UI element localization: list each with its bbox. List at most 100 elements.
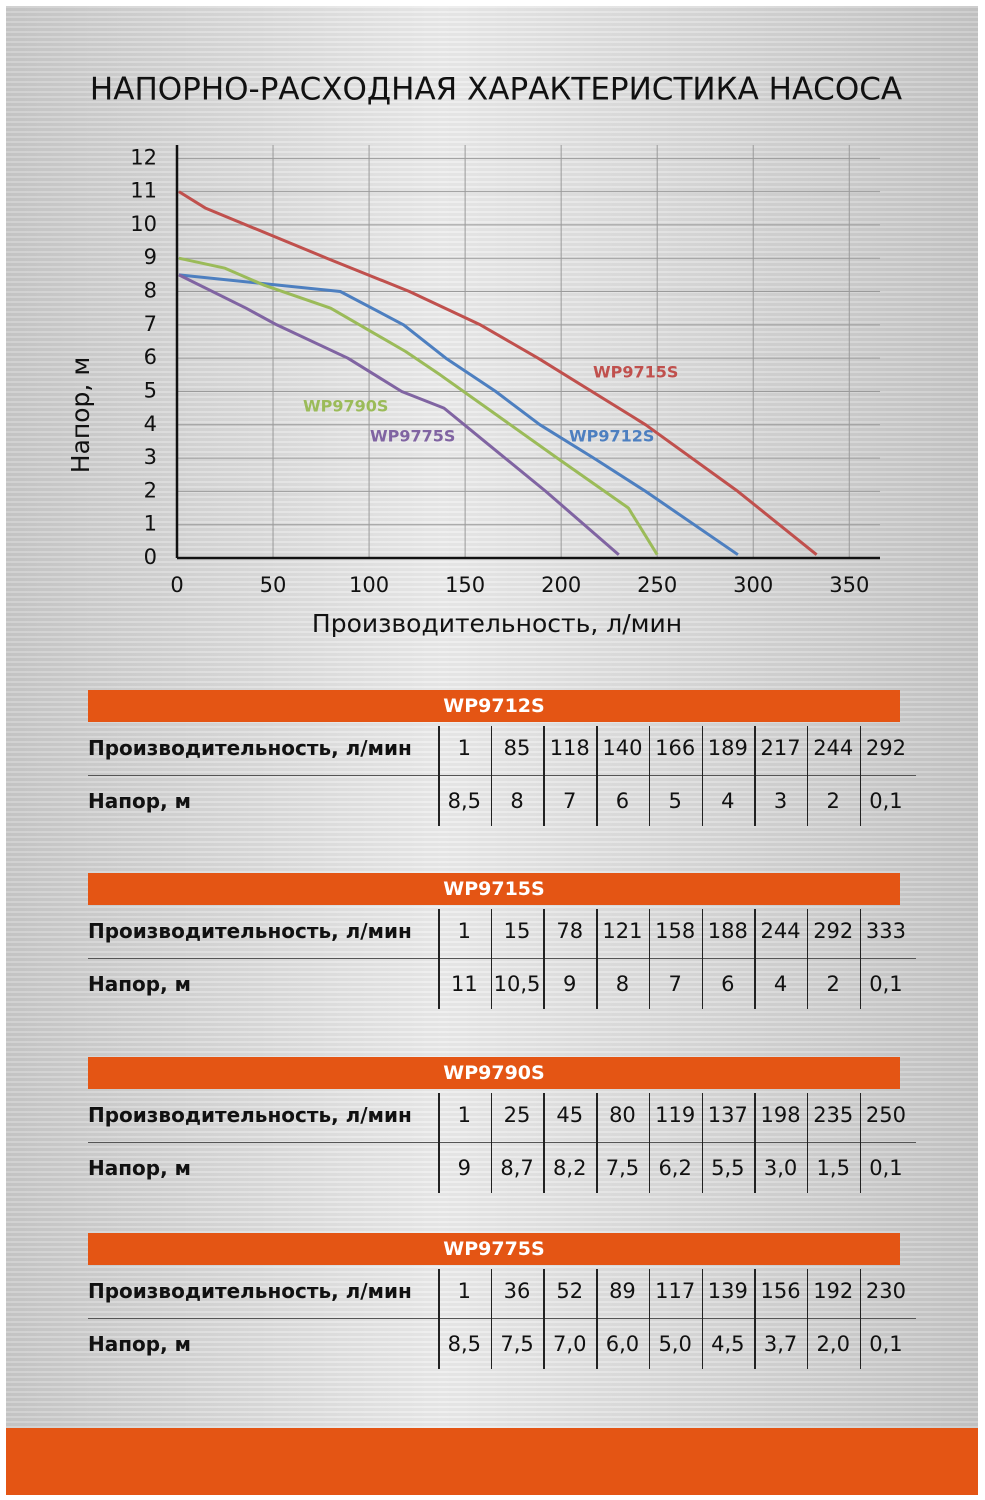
column-separator (438, 1269, 440, 1369)
series-label: WP9790S (303, 397, 388, 416)
row-label: Производительность, л/мин (88, 919, 412, 943)
table-cell: 8,7 (500, 1156, 534, 1180)
table-cell: 3,0 (763, 1156, 798, 1180)
column-separator (543, 909, 545, 1009)
table-cell: 36 (503, 1279, 531, 1303)
table-cell: 189 (707, 736, 748, 760)
x-tick-label: 150 (445, 573, 485, 597)
table-cell: 4 (773, 972, 788, 996)
x-tick-label: 0 (170, 573, 183, 597)
y-tick-label: 9 (144, 245, 157, 269)
y-tick-label: 4 (144, 412, 157, 436)
series-line (178, 273, 739, 556)
y-tick-label: 8 (144, 279, 157, 303)
column-separator (490, 1093, 493, 1193)
column-separator (701, 1093, 703, 1193)
table-cell: 166 (655, 736, 696, 760)
table-cell: 7,0 (553, 1332, 587, 1356)
table-cell: 9 (457, 1156, 472, 1180)
table-cell: 292 (813, 919, 854, 943)
column-separator (438, 726, 440, 826)
column-separator (596, 1269, 598, 1369)
column-separator (490, 726, 493, 826)
y-tick-label: 5 (144, 378, 157, 402)
column-separator (543, 1093, 545, 1193)
row-label: Напор, м (88, 789, 192, 813)
column-separator (859, 1269, 862, 1369)
series-line (178, 273, 620, 556)
table-cell: 7 (668, 972, 682, 996)
table-cell: 89 (609, 1279, 636, 1303)
column-separator (543, 726, 545, 826)
table-cell: 78 (556, 919, 584, 943)
x-tick-label: 300 (733, 573, 773, 597)
table-cell: 0,1 (869, 1332, 903, 1356)
table-cell: 45 (556, 1103, 584, 1127)
table-cell: 4,5 (711, 1332, 745, 1356)
table-cell: 292 (865, 736, 906, 760)
x-tick-label: 350 (829, 573, 869, 597)
table-cell: 235 (813, 1103, 854, 1127)
table-cell: 2,0 (816, 1332, 850, 1356)
table-cell: 52 (556, 1279, 584, 1303)
column-separator (543, 1269, 545, 1369)
table-cell: 6 (721, 972, 735, 996)
table-cell: 1 (457, 1279, 472, 1303)
column-separator (754, 726, 756, 826)
table-cell: 1 (457, 919, 472, 943)
page: НАПОРНО-РАСХОДНАЯ ХАРАКТЕРИСТИКА НАСОСА … (6, 6, 978, 1495)
column-separator (806, 1093, 809, 1193)
table-cell: 139 (707, 1279, 748, 1303)
column-separator (701, 726, 703, 826)
x-tick-label: 250 (637, 573, 677, 597)
column-separator (859, 909, 862, 1009)
table-cell: 3,7 (763, 1332, 798, 1356)
table-cell: 250 (865, 1103, 906, 1127)
table-cell: 3 (773, 789, 788, 813)
series-label: WP9715S (593, 363, 678, 382)
table-cell: 0,1 (869, 789, 903, 813)
table-cell: 7 (563, 789, 577, 813)
series-line (178, 190, 818, 556)
table-cell: 230 (865, 1279, 906, 1303)
table-cell: 121 (602, 919, 643, 943)
table-cell: 4 (721, 789, 735, 813)
table-cell: 6 (615, 789, 630, 813)
column-separator (806, 726, 809, 826)
table-cell: 188 (707, 919, 748, 943)
x-tick-label: 200 (541, 573, 581, 597)
table-title: WP9790S (88, 1057, 900, 1089)
table-title: WP9715S (88, 873, 900, 905)
table-cell: 156 (760, 1279, 801, 1303)
y-axis-label: Напор, м (66, 357, 95, 473)
table-cell: 5,0 (658, 1332, 692, 1356)
table-cell: 0,1 (869, 1156, 903, 1180)
table-cell: 118 (549, 736, 590, 760)
row-separator (88, 1318, 916, 1319)
x-tick-label: 50 (260, 573, 287, 597)
table-cell: 198 (760, 1103, 801, 1127)
column-separator (806, 1269, 809, 1369)
x-tick-label: 100 (349, 573, 389, 597)
table-cell: 8,5 (447, 1332, 482, 1356)
y-tick-label: 0 (144, 545, 157, 569)
y-tick-label: 3 (144, 445, 157, 469)
table-cell: 7,5 (605, 1156, 640, 1180)
table-cell: 6,2 (658, 1156, 692, 1180)
series-label: WP9712S (569, 427, 654, 446)
y-tick-label: 1 (144, 512, 157, 536)
table-cell: 11 (450, 972, 478, 996)
row-label: Производительность, л/мин (88, 1103, 412, 1127)
column-separator (859, 726, 862, 826)
table-cell: 6,0 (605, 1332, 640, 1356)
table-cell: 333 (865, 919, 906, 943)
table-cell: 7,5 (500, 1332, 534, 1356)
table-cell: 244 (760, 919, 801, 943)
table-cell: 137 (707, 1103, 748, 1127)
column-separator (596, 726, 598, 826)
chart: НАПОРНО-РАСХОДНАЯ ХАРАКТЕРИСТИКА НАСОСА … (66, 72, 902, 639)
row-label: Производительность, л/мин (88, 736, 412, 760)
column-separator (596, 909, 598, 1009)
y-tick-label: 7 (144, 312, 157, 336)
table-cell: 0,1 (869, 972, 903, 996)
